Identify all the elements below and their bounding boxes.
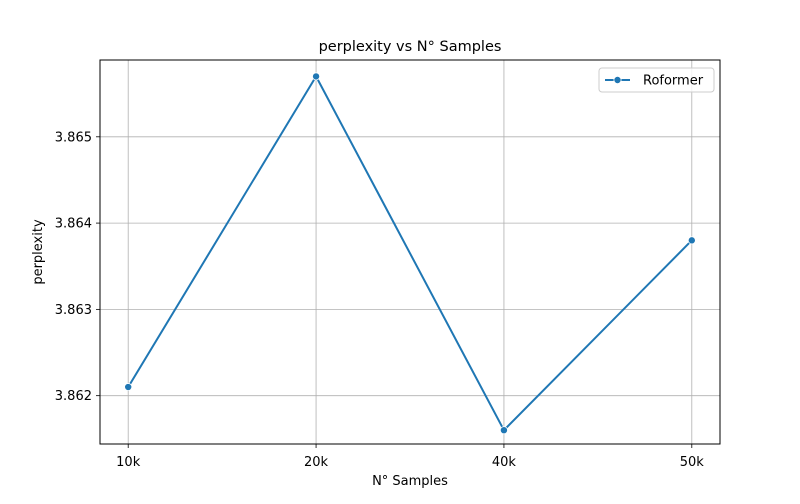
- legend-marker-icon: [613, 76, 622, 85]
- grid-lines: [100, 60, 720, 444]
- legend-label: Roformer: [643, 74, 704, 89]
- x-tick-label: 40k: [492, 455, 517, 470]
- axes: 10k 20k 40k 50k 3.862 3.863 3.864 3.865: [55, 130, 705, 470]
- y-tick-label: 3.864: [55, 217, 92, 232]
- y-tick-label: 3.862: [55, 389, 92, 404]
- plot-area-frame: [99, 59, 721, 445]
- x-tick-label: 10k: [116, 455, 141, 470]
- x-axis-label: N° Samples: [372, 474, 448, 489]
- data-point-marker: [687, 236, 696, 245]
- data-series: [124, 72, 696, 435]
- data-point-marker: [312, 72, 321, 81]
- series-line: [127, 75, 693, 432]
- legend-box: [598, 67, 715, 93]
- legend: Roformer: [598, 67, 715, 93]
- x-tick-label: 20k: [304, 455, 329, 470]
- x-tick-label: 50k: [680, 455, 705, 470]
- y-axis-label: perplexity: [31, 219, 46, 285]
- data-point-marker: [124, 383, 133, 392]
- data-point-marker: [499, 426, 508, 435]
- y-tick-label: 3.865: [55, 130, 92, 145]
- y-tick-label: 3.863: [55, 303, 92, 318]
- chart-title: perplexity vs N° Samples: [319, 39, 502, 55]
